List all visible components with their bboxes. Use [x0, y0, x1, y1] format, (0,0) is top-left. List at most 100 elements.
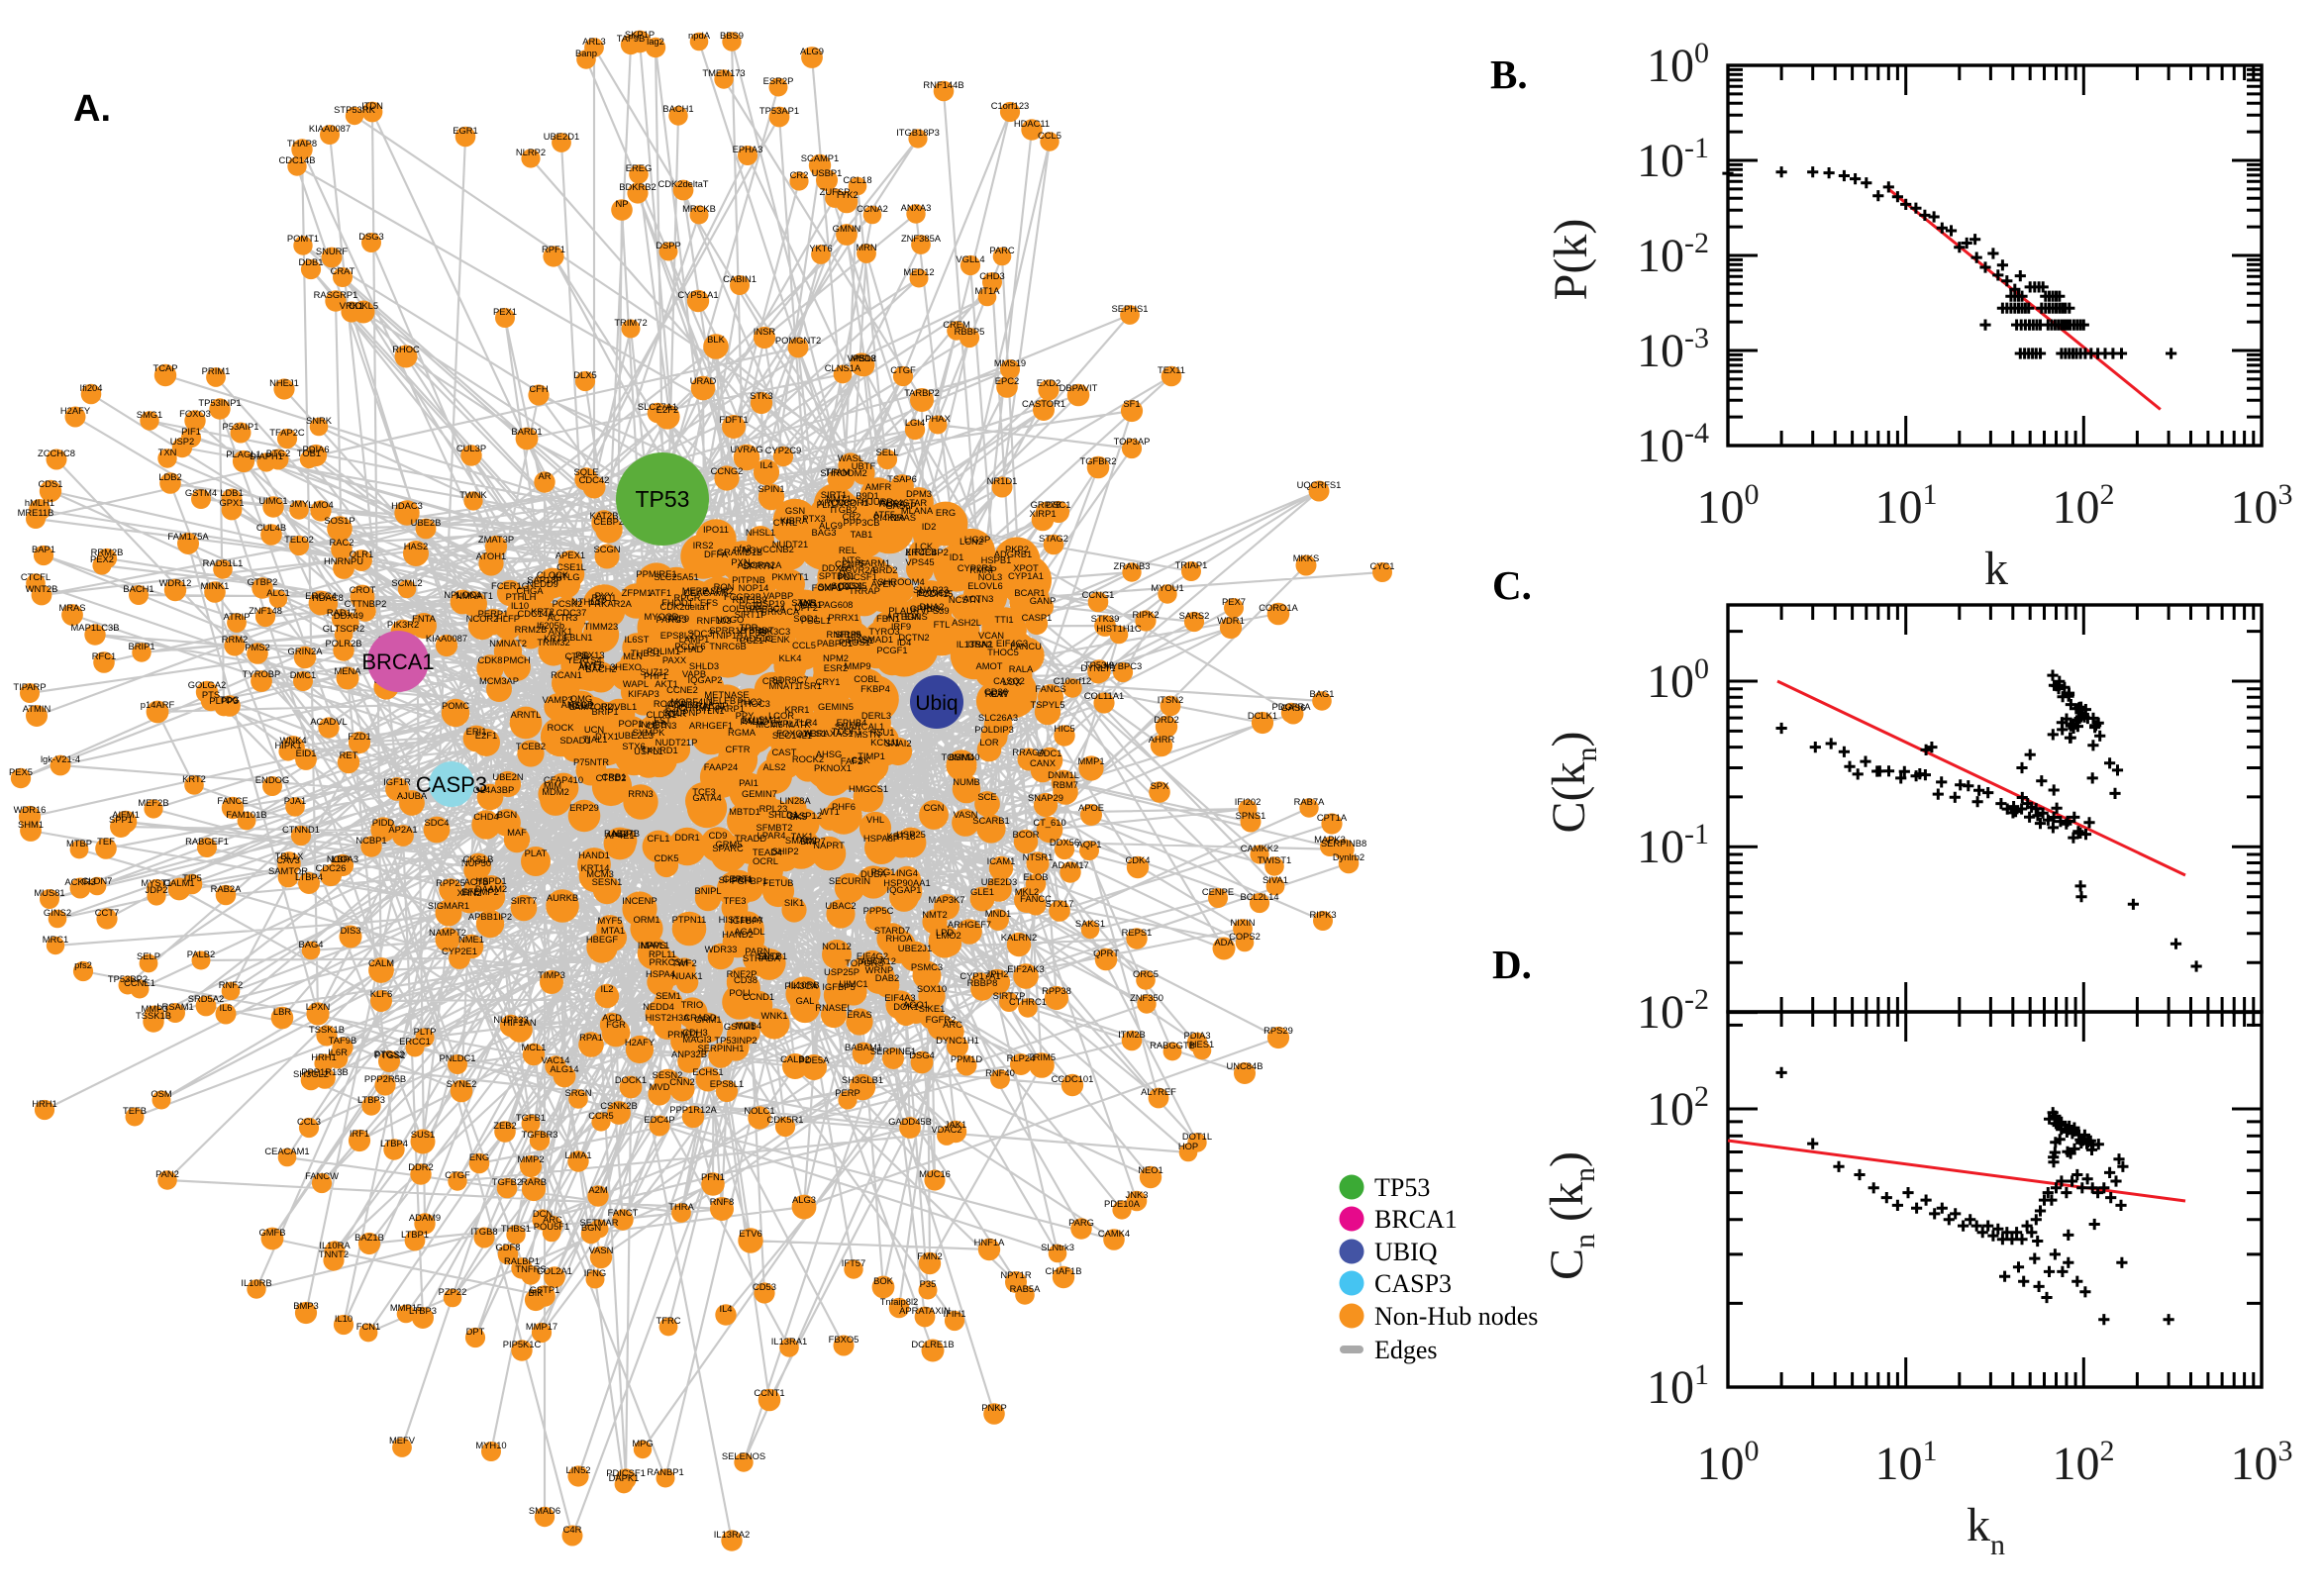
svg-text:TEF: TEF: [97, 836, 115, 847]
svg-text:UVRAG: UVRAG: [730, 444, 762, 454]
svg-text:TCAP: TCAP: [152, 362, 177, 373]
svg-text:PRRX1: PRRX1: [828, 612, 858, 623]
svg-text:IL13RA2: IL13RA2: [714, 1529, 750, 1540]
svg-text:RFC1: RFC1: [92, 650, 116, 661]
svg-text:PAXX: PAXX: [662, 654, 687, 665]
svg-text:NCSTN: NCSTN: [949, 594, 980, 605]
svg-text:LTBP3: LTBP3: [409, 1305, 437, 1316]
svg-text:TNRC6B: TNRC6B: [709, 641, 747, 651]
svg-text:VPS39: VPS39: [920, 605, 949, 616]
svg-text:LBP: LBP: [332, 853, 350, 864]
svg-text:CFH: CFH: [529, 383, 548, 394]
svg-text:LAMTOR2: LAMTOR2: [569, 701, 613, 712]
svg-text:RGMA: RGMA: [728, 727, 757, 738]
svg-text:BDKRB2: BDKRB2: [619, 181, 656, 192]
svg-text:FAM101B: FAM101B: [226, 809, 266, 820]
svg-text:SDAD1: SDAD1: [559, 735, 590, 746]
svg-text:GRP78: GRP78: [1031, 499, 1061, 510]
svg-text:RPL23: RPL23: [759, 803, 788, 814]
svg-text:CHGA: CHGA: [516, 585, 544, 596]
svg-text:PPP1R12A: PPP1R12A: [669, 1104, 717, 1115]
svg-text:PEX2: PEX2: [90, 553, 114, 564]
svg-text:INSR: INSR: [754, 326, 776, 337]
svg-text:TIMP1: TIMP1: [858, 750, 885, 761]
svg-text:MYST1: MYST1: [141, 877, 171, 888]
svg-text:CERT1: CERT1: [723, 873, 754, 884]
svg-text:TFAP2C: TFAP2C: [269, 427, 305, 438]
svg-text:ITM2B: ITM2B: [1118, 1029, 1146, 1040]
svg-text:TOMM40: TOMM40: [942, 751, 980, 762]
svg-text:DYNLT1: DYNLT1: [1080, 662, 1115, 673]
svg-text:RNF8: RNF8: [710, 1196, 734, 1207]
svg-text:SCGN: SCGN: [593, 544, 620, 554]
svg-text:TP53BP2: TP53BP2: [108, 973, 148, 984]
svg-text:SIRT1: SIRT1: [821, 489, 847, 500]
svg-text:PDE10A: PDE10A: [1104, 1198, 1141, 1209]
svg-text:CCL3: CCL3: [297, 1116, 321, 1127]
svg-text:CAV3: CAV3: [276, 854, 300, 865]
svg-text:hMLH1: hMLH1: [25, 497, 54, 508]
svg-text:TLN1: TLN1: [702, 705, 725, 716]
svg-text:REPS1: REPS1: [1122, 927, 1153, 938]
svg-text:MMP9: MMP9: [844, 660, 870, 671]
svg-text:SNTB1: SNTB1: [758, 950, 787, 961]
svg-text:SAKS1: SAKS1: [1075, 918, 1105, 929]
svg-text:STX17: STX17: [1046, 898, 1074, 909]
svg-text:REV7: REV7: [985, 688, 1010, 699]
svg-text:IL2: IL2: [600, 983, 613, 994]
svg-text:ARTEMIS: ARTEMIS: [886, 611, 928, 622]
svg-text:SIKE1: SIKE1: [919, 1003, 946, 1014]
svg-text:FHOD1: FHOD1: [661, 597, 693, 608]
svg-text:FANCU: FANCU: [1010, 641, 1042, 651]
svg-text:CCL18: CCL18: [843, 174, 871, 185]
svg-text:OLR1: OLR1: [350, 549, 374, 559]
svg-text:WNK1: WNK1: [760, 1010, 787, 1021]
svg-text:RET: RET: [340, 749, 358, 760]
svg-text:MYOU1: MYOU1: [1151, 582, 1183, 593]
svg-text:GRAMD1B: GRAMD1B: [717, 547, 762, 557]
svg-text:CYP2C9: CYP2C9: [765, 445, 801, 455]
svg-text:EFEMP2: EFEMP2: [461, 886, 499, 897]
svg-text:NEDD9: NEDD9: [527, 578, 558, 589]
svg-text:COL11A1: COL11A1: [1084, 690, 1124, 701]
svg-text:ALG9: ALG9: [819, 520, 843, 531]
svg-text:NAPRT: NAPRT: [813, 840, 845, 850]
svg-text:ITGB18P3: ITGB18P3: [896, 127, 940, 138]
svg-text:CDC14B: CDC14B: [279, 154, 316, 165]
svg-text:PDICSF1: PDICSF1: [606, 1467, 646, 1478]
svg-text:SNRK: SNRK: [306, 415, 333, 426]
svg-text:CRH: CRH: [762, 675, 782, 686]
svg-text:ANP32B: ANP32B: [671, 1048, 707, 1059]
svg-text:BACH2: BACH2: [585, 663, 616, 674]
svg-text:RPS29: RPS29: [1263, 1025, 1293, 1036]
svg-text:CLDN7: CLDN7: [82, 875, 113, 886]
svg-text:MPG: MPG: [632, 1438, 653, 1448]
svg-text:FCGR2B: FCGR2B: [724, 591, 761, 602]
svg-text:TP53INP2: TP53INP2: [714, 1035, 757, 1046]
svg-text:LCN2: LCN2: [960, 536, 983, 547]
svg-text:JAK1: JAK1: [945, 1119, 966, 1130]
svg-text:CTSB: CTSB: [564, 650, 589, 661]
svg-text:MRN: MRN: [856, 242, 876, 252]
svg-text:p14ARF: p14ARF: [141, 699, 175, 710]
svg-text:CHD3: CHD3: [979, 270, 1005, 281]
svg-text:NOL3: NOL3: [978, 571, 1003, 582]
svg-text:CLNS1A: CLNS1A: [825, 362, 861, 373]
svg-text:CYC1: CYC1: [1369, 560, 1394, 571]
svg-text:MLN: MLN: [623, 650, 643, 661]
svg-text:BBS9: BBS9: [720, 30, 744, 41]
svg-text:COBL: COBL: [854, 673, 879, 684]
svg-text:EPHA3: EPHA3: [733, 144, 763, 154]
svg-text:ARC: ARC: [543, 1214, 562, 1225]
svg-text:SESN1: SESN1: [592, 876, 623, 887]
svg-text:RANBP1: RANBP1: [647, 1466, 684, 1477]
svg-text:MIM: MIM: [544, 780, 561, 791]
svg-text:CD38: CD38: [734, 974, 758, 985]
svg-text:TIMP3: TIMP3: [538, 969, 565, 980]
svg-text:ELOVL6: ELOVL6: [967, 580, 1002, 591]
svg-text:UIMC1: UIMC1: [839, 978, 867, 989]
svg-text:TSR1: TSR1: [798, 680, 822, 691]
svg-text:HIST1H4A: HIST1H4A: [719, 914, 764, 925]
svg-text:CHD4: CHD4: [473, 811, 499, 822]
svg-text:CLOCK: CLOCK: [537, 569, 569, 580]
